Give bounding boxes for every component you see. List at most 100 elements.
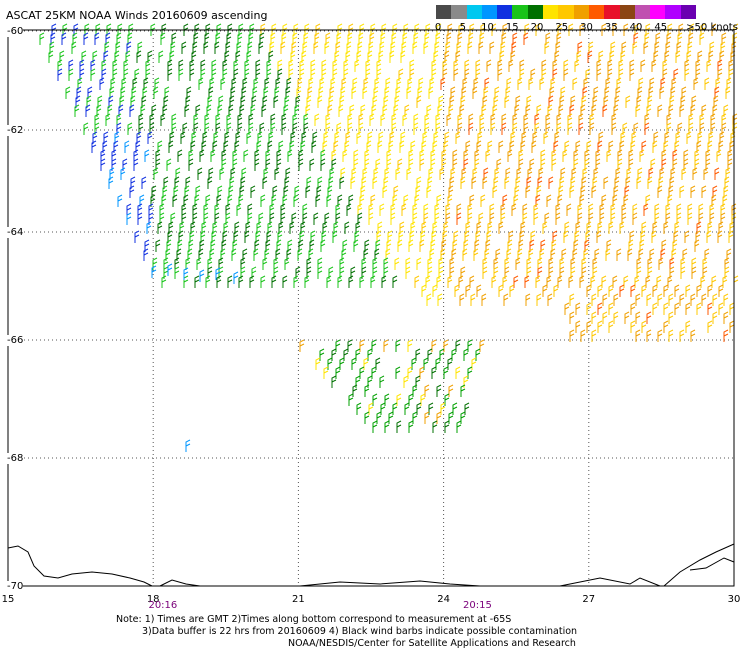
- wind-barb: [688, 113, 694, 126]
- wind-barb: [405, 257, 411, 270]
- wind-barb: [585, 230, 591, 243]
- wind-barb: [211, 230, 217, 243]
- wind-barb: [167, 263, 173, 276]
- wind-barb: [358, 122, 364, 135]
- wind-barb: [647, 176, 653, 189]
- wind-barb: [469, 194, 475, 207]
- wind-barb: [496, 158, 502, 171]
- wind-barb: [720, 41, 726, 54]
- wind-barb: [99, 77, 105, 90]
- wind-barb: [673, 68, 679, 81]
- wind-barb: [547, 104, 553, 117]
- wind-barb: [412, 411, 418, 424]
- wind-barb: [588, 212, 594, 225]
- wind-barb: [464, 68, 470, 81]
- wind-barb: [482, 176, 488, 189]
- wind-barb: [712, 104, 718, 117]
- wind-barb: [190, 140, 196, 153]
- wind-barb: [711, 275, 717, 288]
- wind-barb: [375, 158, 381, 171]
- wind-barb: [506, 248, 512, 261]
- wind-barb: [409, 230, 415, 243]
- wind-barb: [525, 104, 531, 117]
- wind-barb: [536, 293, 542, 306]
- wind-barb: [570, 95, 576, 108]
- wind-barb: [137, 41, 143, 54]
- wind-barb: [562, 149, 568, 162]
- wind-barb: [569, 311, 575, 324]
- wind-barb: [557, 275, 563, 288]
- wind-barb: [581, 176, 587, 189]
- wind-barb: [476, 221, 482, 234]
- wind-barb: [555, 203, 561, 216]
- wind-barb: [303, 122, 309, 135]
- wind-barb: [625, 95, 631, 108]
- wind-barb: [328, 266, 334, 279]
- wind-barb: [614, 176, 620, 189]
- wind-barb: [641, 221, 647, 234]
- wind-barb: [291, 212, 297, 225]
- wind-barb: [465, 284, 471, 297]
- wind-barb: [448, 104, 454, 117]
- wind-barb: [416, 95, 422, 108]
- wind-barb: [680, 257, 686, 270]
- wind-barb: [406, 167, 412, 180]
- wind-barb: [198, 248, 204, 261]
- wind-barb: [437, 104, 443, 117]
- wind-barb: [392, 275, 398, 288]
- wind-barb: [215, 122, 221, 135]
- wind-barb: [388, 140, 394, 153]
- wind-barb: [134, 68, 140, 81]
- wind-barb: [661, 149, 667, 162]
- wind-barb: [507, 149, 513, 162]
- wind-barb: [522, 203, 528, 216]
- wind-barb: [542, 221, 548, 234]
- wind-barb: [365, 68, 371, 81]
- wind-barb: [294, 104, 300, 117]
- wind-barb: [361, 257, 367, 270]
- wind-barb: [346, 41, 352, 54]
- wind-barb: [606, 239, 612, 252]
- wind-barb: [265, 158, 271, 171]
- colorbar-label: 10: [481, 22, 494, 33]
- wind-barb: [443, 140, 449, 153]
- colorbar-label: 15: [505, 22, 519, 33]
- wind-barb: [552, 230, 558, 243]
- wind-barb: [68, 59, 74, 72]
- wind-barb: [475, 68, 481, 81]
- wind-barb: [266, 59, 272, 72]
- wind-barb: [300, 221, 306, 234]
- wind-barb: [303, 113, 309, 126]
- wind-barb: [259, 122, 265, 135]
- pass-time-label: 20:15: [463, 600, 492, 611]
- wind-barb: [354, 230, 360, 243]
- wind-barb: [154, 77, 160, 90]
- wind-barb: [593, 86, 599, 99]
- wind-barb: [641, 320, 647, 333]
- wind-barb: [693, 77, 699, 90]
- wind-barb: [635, 311, 641, 324]
- wind-barb: [112, 59, 118, 72]
- wind-barb: [679, 329, 685, 342]
- wind-barb: [479, 122, 485, 135]
- wind-barb: [630, 320, 636, 333]
- wind-barb: [726, 248, 732, 261]
- wind-barb: [368, 212, 374, 225]
- colorbar-label: >50 knots: [686, 22, 738, 33]
- wind-barb: [493, 176, 499, 189]
- wind-barb: [617, 149, 623, 162]
- wind-barb: [460, 411, 466, 424]
- wind-barb: [264, 248, 270, 261]
- latitude-label: -62: [7, 125, 24, 136]
- wind-barb: [183, 275, 189, 288]
- wind-barb: [557, 194, 563, 207]
- wind-barb: [210, 149, 216, 162]
- wind-barb: [215, 32, 221, 45]
- wind-barb: [460, 95, 466, 108]
- wind-barb: [563, 59, 569, 72]
- wind-barb: [75, 95, 81, 108]
- wind-barb: [659, 86, 665, 99]
- wind-speed-colorbar: [436, 5, 697, 19]
- wind-barb: [615, 86, 621, 99]
- wind-barb: [669, 95, 675, 108]
